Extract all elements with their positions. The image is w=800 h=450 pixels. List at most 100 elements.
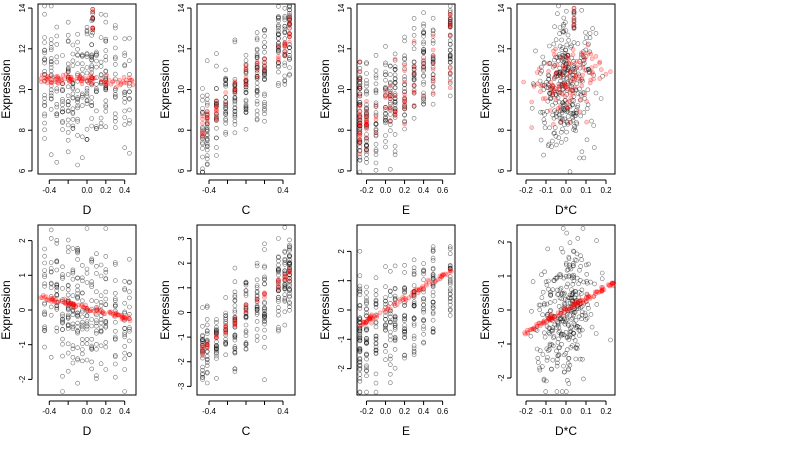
fitted-point [79, 78, 85, 84]
observed-point [556, 336, 561, 342]
observed-point [392, 57, 398, 63]
observed-point [204, 328, 210, 334]
fitted-point [534, 70, 540, 75]
observed-point [200, 349, 205, 354]
observed-point [122, 92, 127, 97]
fitted-point [401, 296, 407, 301]
observed-point [89, 116, 94, 121]
observed-point [573, 317, 579, 323]
fitted-point [46, 76, 52, 81]
fitted-point [582, 56, 588, 62]
observed-point [402, 287, 407, 293]
fitted-point [537, 323, 543, 329]
observed-point [577, 267, 582, 273]
observed-point [578, 291, 584, 296]
observed-point [42, 268, 47, 273]
observed-point [75, 357, 80, 363]
observed-point [383, 325, 388, 331]
fitted-point [402, 95, 407, 100]
observed-point [200, 377, 205, 382]
observed-point [447, 18, 453, 24]
observed-point [75, 105, 80, 111]
observed-point [357, 169, 363, 175]
fitted-point [448, 267, 453, 273]
observed-point [65, 61, 71, 67]
fitted-point [282, 40, 288, 46]
observed-point [232, 113, 238, 118]
fitted-point [42, 79, 47, 84]
fitted-point [592, 289, 598, 295]
fitted-point [370, 316, 375, 322]
observed-point [232, 289, 238, 295]
fitted-point [370, 316, 376, 321]
observed-point [48, 90, 54, 96]
y-tick-label: -2 [18, 375, 27, 383]
fitted-point [564, 99, 570, 105]
observed-point [204, 369, 210, 375]
observed-point [60, 120, 65, 126]
observed-point [89, 95, 94, 100]
observed-point [570, 310, 576, 316]
observed-point [567, 104, 573, 110]
observed-point [576, 295, 582, 301]
observed-point [411, 315, 417, 321]
fitted-point [39, 295, 45, 301]
fitted-point [610, 280, 616, 286]
observed-point [42, 260, 47, 266]
observed-point [357, 128, 363, 134]
fitted-point [95, 307, 100, 313]
observed-point [254, 338, 260, 343]
fitted-point [609, 280, 615, 286]
observed-point [122, 100, 127, 105]
observed-point [42, 40, 47, 45]
observed-point [113, 262, 118, 267]
observed-point [214, 111, 219, 117]
observed-point [581, 57, 587, 63]
observed-point [566, 254, 572, 260]
fitted-point [586, 293, 592, 299]
observed-point [387, 337, 393, 343]
observed-point [103, 269, 109, 275]
observed-point [276, 297, 281, 302]
observed-point [567, 169, 573, 174]
observed-point [421, 286, 426, 292]
observed-point [357, 327, 363, 332]
observed-point [411, 72, 417, 78]
observed-point [569, 343, 575, 348]
fitted-point [575, 300, 580, 306]
fitted-point [72, 301, 77, 307]
observed-point [243, 103, 249, 109]
observed-point [563, 262, 569, 268]
observed-point [567, 362, 573, 368]
observed-point [586, 67, 592, 73]
observed-point [282, 26, 288, 32]
observed-point [276, 83, 281, 88]
observed-point [373, 160, 379, 166]
observed-point [287, 253, 292, 258]
observed-point [402, 66, 407, 72]
fitted-point [276, 54, 281, 59]
observed-point [373, 347, 379, 353]
observed-point [122, 310, 127, 316]
x-tick-label: 0.2 [100, 407, 112, 416]
observed-point [565, 267, 571, 272]
fitted-point [391, 301, 397, 307]
observed-point [254, 326, 260, 332]
observed-point [541, 330, 547, 336]
observed-point [447, 15, 453, 21]
fitted-point [67, 79, 72, 84]
observed-point [262, 241, 267, 247]
fitted-point [126, 315, 132, 321]
observed-point [287, 272, 292, 277]
fitted-point [62, 76, 67, 82]
observed-point [70, 324, 76, 330]
fitted-point [357, 122, 363, 128]
observed-point [555, 73, 561, 78]
fitted-point [276, 283, 281, 288]
observed-point [430, 58, 436, 63]
fitted-point [566, 56, 571, 62]
fitted-point [357, 137, 363, 142]
fitted-point [262, 64, 267, 69]
observed-point [122, 309, 127, 315]
